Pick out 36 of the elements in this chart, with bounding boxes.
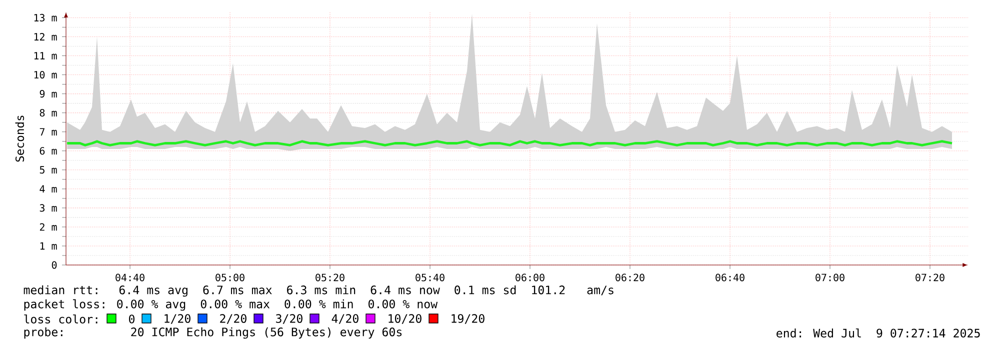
y-tick-label: 2 m <box>40 223 57 231</box>
text: loss color: <box>24 314 98 324</box>
y-tick-label: 4 m <box>40 185 57 193</box>
text: probe: 20 ICMP Echo Pings (56 Bytes) every 60s <box>24 327 402 339</box>
x-tick-label: 05:40 <box>416 274 444 282</box>
y-tick-label: 10 m <box>34 70 57 79</box>
x-tick-label: 06:20 <box>616 274 644 282</box>
x-tick-label: 06:40 <box>716 274 744 282</box>
y-tick-label: 9 m <box>40 90 57 98</box>
y-tick-label: 3 m <box>40 204 57 212</box>
text: 1/20 <box>164 314 190 324</box>
y-tick-label: 12 m <box>34 33 57 40</box>
x-tick-label: 04:40 <box>116 274 144 282</box>
y-tick-label: 6 m <box>40 147 57 155</box>
text: 2/20 <box>220 314 246 324</box>
text: 0 <box>129 314 134 324</box>
text: 3/20 <box>276 314 302 324</box>
y-tick-label: 8 m <box>40 109 57 117</box>
text: packet loss: 0.00 % avg 0.00 % max 0.00 % min 0.00 % now <box>24 299 438 311</box>
y-tick-label: 13 m <box>34 14 57 22</box>
text: end: Wed Jul 9 07:27:14 2025 <box>776 328 980 338</box>
x-tick-label: 05:20 <box>316 274 344 282</box>
y-tick-label: 1 m <box>40 242 57 250</box>
x-tick-label: 06:00 <box>516 274 544 282</box>
text: 4/20 <box>332 314 358 324</box>
text: median rtt: 6.4 ms avg 6.7 ms max 6.3 ms min 6.4 ms now 0.1 ms sd 101.2 am/s <box>24 285 614 297</box>
y-tick-label: 5 m <box>40 166 57 174</box>
x-tick-label: 07:00 <box>816 274 844 282</box>
y-axis-title: Seconds <box>15 116 24 162</box>
y-tick-label: 7 m <box>40 128 57 136</box>
x-tick-label: 05:00 <box>216 274 244 282</box>
text: 19/20 <box>452 314 484 324</box>
y-tick-label: 11 m <box>34 52 57 60</box>
y-tick-label: 0 <box>52 261 57 269</box>
text: 10/20 <box>388 314 422 324</box>
x-tick-label: 07:20 <box>916 274 944 282</box>
